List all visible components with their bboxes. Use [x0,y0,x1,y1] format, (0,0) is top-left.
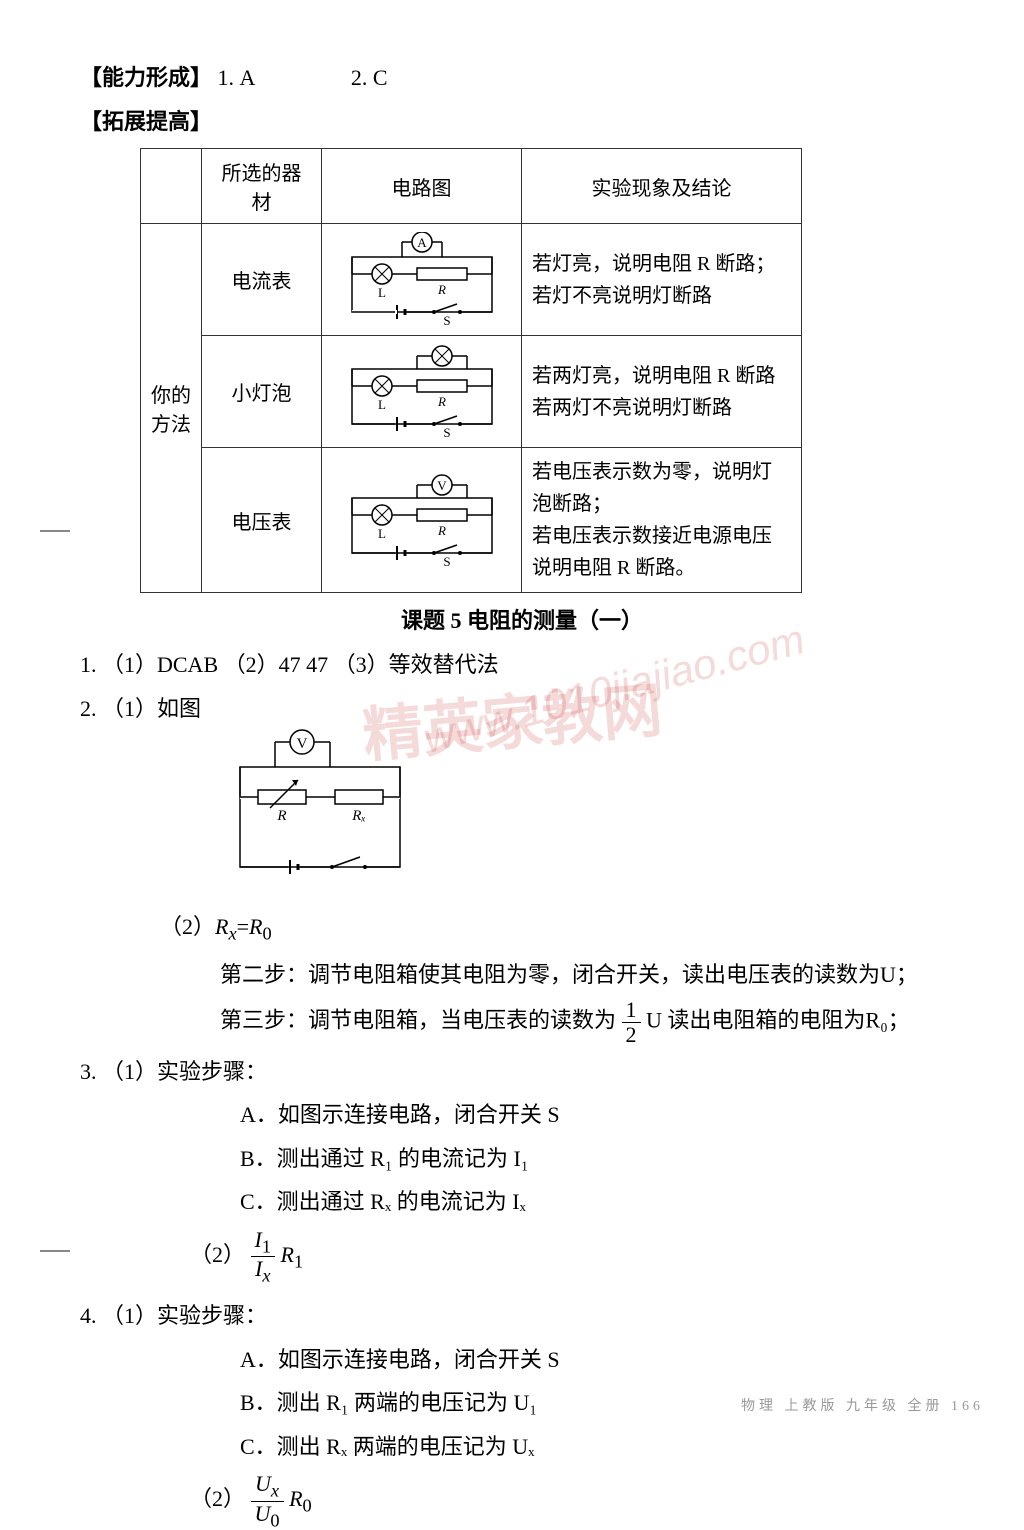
conclusion-2: 若电压表示数为零，说明灯泡断路； 若电压表示数接近电源电压说明电阻 R 断路。 [522,448,802,593]
q2-step3-b: U 读出电阻箱的电阻为R₀； [646,1008,910,1033]
q4-head: 4. （1）实验步骤： [80,1296,964,1336]
svg-text:Rₓ: Rₓ [351,808,365,824]
circuit-diagram-q2: V R Rₓ [220,722,420,892]
svg-text:R: R [437,394,446,409]
q3-after: R1 [281,1242,304,1267]
section-label: 【能力形成】 [80,65,212,90]
svg-text:V: V [297,736,308,752]
th-blank [141,149,202,224]
row-label: 你的 方法 [141,224,202,593]
svg-text:L: L [378,397,386,412]
section-ability: 【能力形成】 1. A 2. C [80,60,964,92]
frac-i: I1 Ix [251,1228,276,1286]
q2-step3-a: 第三步：调节电阻箱，当电压表的读数为 [220,1008,616,1033]
answer-1: 1. A [218,65,256,90]
equip-0: 电流表 [202,224,322,336]
svg-text:R: R [276,808,286,824]
svg-text:R: R [437,282,446,297]
q3-b: B．测出通过 R₁ 的电流记为 I₁ [80,1139,964,1179]
answer-2: 2. C [351,65,388,90]
q3-formula: （2） I1 Ix R1 [80,1228,964,1286]
frac-den: 2 [622,1023,641,1047]
q2-step3: 第三步：调节电阻箱，当电压表的读数为 1 2 U 读出电阻箱的电阻为R₀； [80,998,964,1047]
circuit-diagram-voltmeter: V L R S [337,473,507,568]
table-header-row: 所选的器材 电路图 实验现象及结论 [141,149,802,224]
frac-den: U0 [251,1502,284,1530]
frac-den: Ix [251,1257,276,1286]
frac-num: I1 [251,1228,276,1258]
th-equip: 所选的器材 [202,149,322,224]
q3-a: A．如图示连接电路，闭合开关 S [80,1095,964,1135]
svg-text:S: S [443,425,450,439]
equip-2: 电压表 [202,448,322,593]
svg-text:V: V [437,478,447,493]
q4-a: A．如图示连接电路，闭合开关 S [80,1340,964,1380]
q2-2: （2）Rx=R0 [80,907,964,950]
table-row: 你的 方法 电流表 A L [141,224,802,336]
svg-text:L: L [378,285,386,300]
frac-half: 1 2 [622,998,641,1047]
conclusion-1: 若两灯亮，说明电阻 R 断路 若两灯不亮说明灯断路 [522,336,802,448]
table-row: 电压表 V L R [141,448,802,593]
topic-title: 课题 5 电阻的测量（一） [80,603,964,635]
q4-2-label: （2） [190,1486,245,1511]
th-conclusion: 实验现象及结论 [522,149,802,224]
q2-step2: 第二步：调节电阻箱使其电阻为零，闭合开关，读出电压表的读数为U； [80,955,964,995]
q1: 1. （1）DCAB （2）47 47 （3）等效替代法 [80,645,964,685]
frac-u: Ux U0 [251,1472,284,1530]
q2-circuit: V R Rₓ [220,722,964,897]
q4-after: R0 [289,1486,312,1511]
circuit-2: V L R S [322,448,522,593]
methods-table: 所选的器材 电路图 实验现象及结论 你的 方法 电流表 A L [140,148,802,593]
section-extend: 【拓展提高】 [80,104,964,136]
q2-rx: Rx=R0 [215,914,272,939]
frac-num: Ux [251,1472,284,1502]
q2-2-prefix: （2） [160,914,215,939]
circuit-diagram-lamp: L R S [337,344,507,439]
conclusion-0: 若灯亮，说明电阻 R 断路； 若灯不亮说明灯断路 [522,224,802,336]
margin-tick [40,1250,70,1252]
q3-c: C．测出通过 Rₓ 的电流记为 Iₓ [80,1182,964,1222]
equip-1: 小灯泡 [202,336,322,448]
q4-formula: （2） Ux U0 R0 [80,1472,964,1530]
svg-text:L: L [378,526,386,541]
svg-text:A: A [417,235,427,250]
q3-2-label: （2） [190,1242,245,1267]
svg-text:S: S [443,554,450,568]
th-circuit: 电路图 [322,149,522,224]
q3-head: 3. （1）实验步骤： [80,1052,964,1092]
circuit-1: L R S [322,336,522,448]
q2-label: 2. （1）如图 [80,689,201,729]
svg-text:R: R [437,523,446,538]
circuit-diagram-ammeter: A L R [337,232,507,327]
page-footer: 物理 上教版 九年级 全册 166 [741,1395,984,1415]
q4-c: C．测出 Rₓ 两端的电压记为 Uₓ [80,1427,964,1467]
circuit-0: A L R [322,224,522,336]
frac-num: 1 [622,998,641,1023]
table-row: 小灯泡 L R [141,336,802,448]
margin-tick [40,530,70,532]
section-label-2: 【拓展提高】 [80,109,212,134]
svg-text:S: S [443,313,450,327]
